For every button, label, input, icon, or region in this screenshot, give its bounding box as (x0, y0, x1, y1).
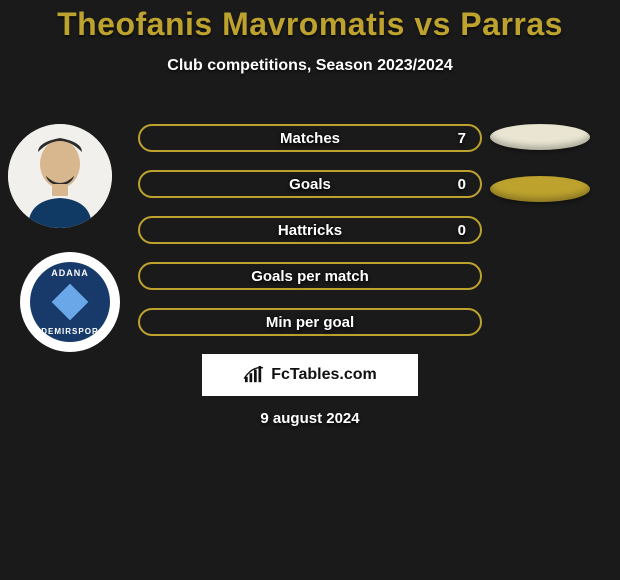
player-avatar (8, 124, 112, 228)
side-ellipses (490, 124, 600, 228)
stat-row: Hattricks 0 (138, 216, 482, 244)
stat-label: Matches (280, 130, 340, 147)
stat-label: Min per goal (266, 314, 354, 331)
side-ellipse (490, 124, 590, 150)
stat-value: 0 (458, 176, 466, 193)
stat-value: 7 (458, 130, 466, 147)
person-icon (8, 124, 112, 228)
stat-label: Hattricks (278, 222, 342, 239)
stat-value: 0 (458, 222, 466, 239)
club-avatar: ADANA DEMIRSPOR (20, 252, 120, 352)
stat-label: Goals per match (251, 268, 369, 285)
side-ellipse (490, 176, 590, 202)
stat-row: Matches 7 (138, 124, 482, 152)
bar-chart-icon (243, 366, 265, 384)
date-text: 9 august 2024 (0, 410, 620, 427)
club-badge-bottom-text: DEMIRSPOR (41, 327, 98, 336)
subtitle: Club competitions, Season 2023/2024 (0, 57, 620, 75)
diamond-icon (52, 284, 89, 321)
club-badge-top-text: ADANA (51, 268, 89, 278)
stat-row: Goals per match (138, 262, 482, 290)
stat-label: Goals (289, 176, 331, 193)
club-badge: ADANA DEMIRSPOR (30, 262, 110, 342)
page-title: Theofanis Mavromatis vs Parras (0, 0, 620, 43)
watermark: FcTables.com (202, 354, 418, 396)
stat-row: Min per goal (138, 308, 482, 336)
stat-rows: Matches 7 Goals 0 Hattricks 0 Goals per match M… (138, 124, 482, 354)
watermark-text: FcTables.com (271, 366, 377, 384)
stat-row: Goals 0 (138, 170, 482, 198)
